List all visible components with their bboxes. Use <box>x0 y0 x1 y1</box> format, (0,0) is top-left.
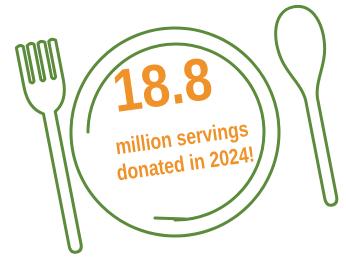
headline-number: 18.8 <box>109 45 217 125</box>
infographic: 18.8 million servings donated in 2024! <box>0 0 346 264</box>
spoon-icon <box>270 2 346 209</box>
headline-group: 18.8 million servings donated in 2024! <box>101 40 256 185</box>
fork-icon <box>16 39 96 256</box>
plate-inner-dash <box>155 218 185 219</box>
